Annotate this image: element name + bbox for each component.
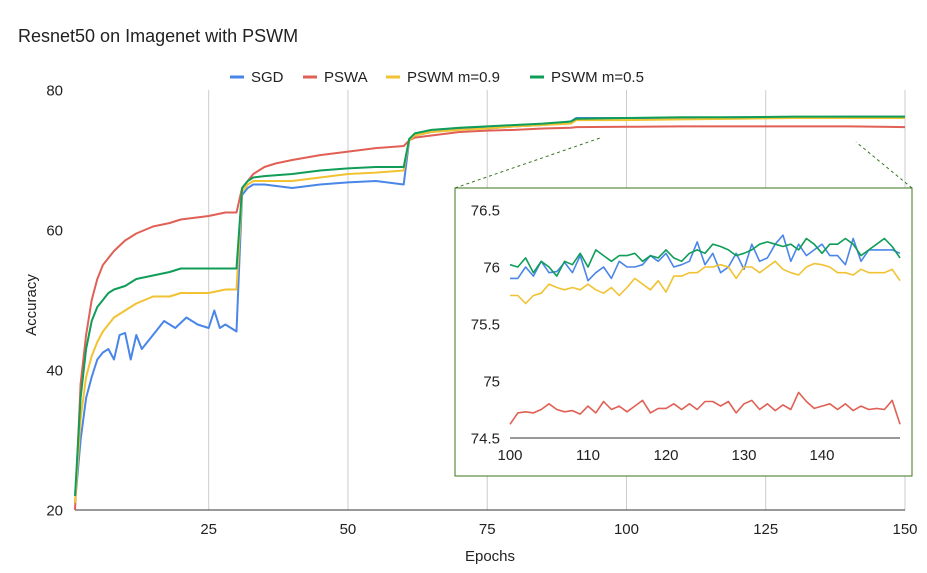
legend-label-pswa: PSWA <box>324 69 368 86</box>
x-tick-label: 50 <box>340 521 357 538</box>
chart-title: Resnet50 on Imagenet with PSWM <box>18 26 298 46</box>
series-line-sgd <box>510 234 901 282</box>
main-x-ticks: 25 50 75 100 125 150 <box>200 521 917 538</box>
inset-x-ticks: 100 110 120 130 140 <box>497 447 834 464</box>
x-axis-label: Epochs <box>465 548 515 565</box>
x-tick-label: 100 <box>497 447 522 464</box>
legend-label-sgd: SGD <box>251 69 284 86</box>
x-tick-label: 75 <box>479 521 496 538</box>
y-tick-label: 75.5 <box>471 316 500 333</box>
x-tick-label: 130 <box>731 447 756 464</box>
y-tick-label: 80 <box>46 82 63 99</box>
series-line-pswm-m-0-9 <box>510 260 901 305</box>
legend: SGD PSWA PSWM m=0.9 PSWM m=0.5 <box>230 69 644 86</box>
main-series <box>74 115 906 511</box>
zoom-connector-left <box>454 137 601 189</box>
x-tick-label: 150 <box>892 521 917 538</box>
series-line-pswa <box>74 125 906 511</box>
y-tick-label: 40 <box>46 362 63 379</box>
series-line-pswa <box>509 391 901 425</box>
x-tick-label: 100 <box>614 521 639 538</box>
main-y-ticks: 20 40 60 80 <box>46 82 63 519</box>
series-line-pswm-m-0-5 <box>74 115 905 497</box>
inset-series <box>509 234 901 425</box>
x-tick-label: 25 <box>200 521 217 538</box>
legend-label-pswm05: PSWM m=0.5 <box>551 69 644 86</box>
series-line-pswm-m-0-9 <box>74 117 905 504</box>
series-line-pswm-m-0-5 <box>509 237 901 277</box>
inset-frame <box>454 187 913 477</box>
y-tick-label: 60 <box>46 222 63 239</box>
inset-y-ticks: 74.5 75 75.5 76 76.5 <box>471 202 500 447</box>
legend-label-pswm09: PSWM m=0.9 <box>407 69 500 86</box>
y-tick-label: 76 <box>483 259 500 276</box>
y-axis-label: Accuracy <box>23 274 40 336</box>
x-tick-label: 125 <box>753 521 778 538</box>
y-tick-label: 74.5 <box>471 430 500 447</box>
y-tick-label: 76.5 <box>471 202 500 219</box>
y-tick-label: 75 <box>483 373 500 390</box>
y-tick-label: 20 <box>46 502 63 519</box>
x-tick-label: 140 <box>809 447 834 464</box>
x-tick-label: 110 <box>576 447 600 464</box>
zoom-connector-right <box>855 141 913 189</box>
x-tick-label: 120 <box>653 447 678 464</box>
